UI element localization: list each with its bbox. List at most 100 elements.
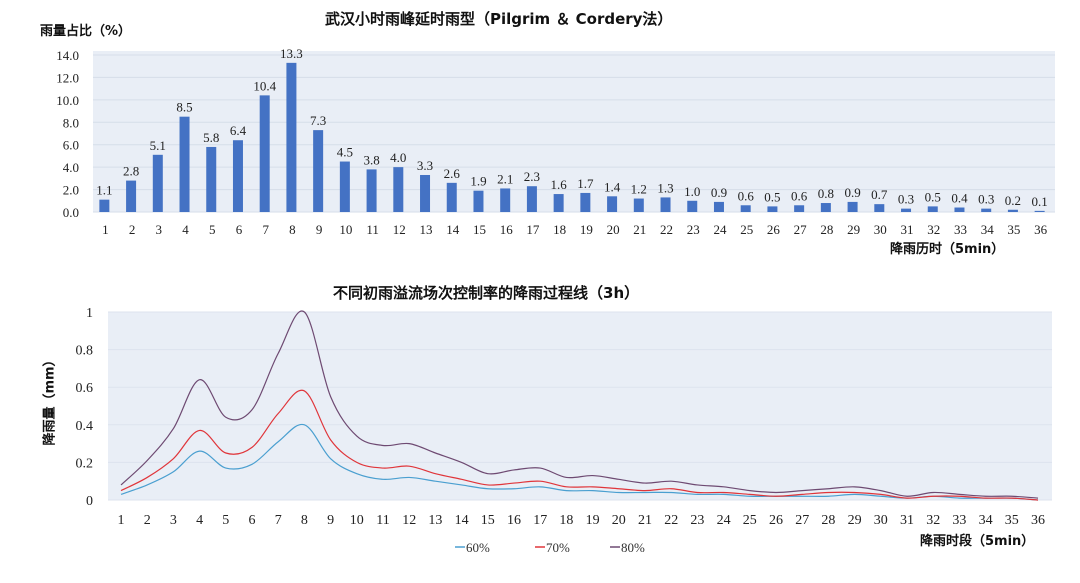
data-label: 10.4	[253, 78, 276, 93]
x-tick-label: 32	[926, 513, 940, 528]
data-label: 0.7	[871, 187, 888, 202]
data-label: 7.3	[310, 113, 326, 128]
x-tick-label: 17	[526, 222, 540, 237]
x-tick-label: 27	[795, 513, 809, 528]
x-tick-label: 15	[481, 513, 495, 528]
legend-label: 60%	[466, 540, 490, 555]
y-tick-label: 6.0	[63, 138, 79, 153]
x-tick-label: 20	[607, 222, 620, 237]
bar	[313, 130, 324, 212]
y-tick-label: 4.0	[63, 160, 79, 175]
y-tick-label: 10.0	[56, 93, 79, 108]
data-label: 0.9	[711, 185, 727, 200]
bar	[526, 186, 537, 212]
x-tick-label: 33	[954, 222, 967, 237]
x-tick-label: 29	[848, 513, 862, 528]
x-tick-label: 21	[638, 513, 652, 528]
x-tick-label: 12	[402, 513, 416, 528]
y-tick-label: 0.0	[63, 205, 79, 220]
x-tick-label: 30	[874, 222, 887, 237]
x-tick-label: 13	[428, 513, 442, 528]
bar	[847, 201, 858, 212]
bottom-chart-xlabel: 降雨时段（5min）	[920, 534, 1035, 549]
x-tick-label: 2	[129, 222, 136, 237]
data-label: 1.2	[631, 182, 647, 197]
legend-label: 80%	[621, 540, 645, 555]
x-tick-label: 26	[769, 513, 783, 528]
bar	[580, 192, 591, 212]
x-tick-label: 3	[156, 222, 163, 237]
data-label: 0.8	[818, 186, 834, 201]
data-label: 4.5	[337, 145, 353, 160]
data-label: 0.1	[1032, 194, 1048, 209]
x-tick-label: 9	[316, 222, 323, 237]
bar	[553, 194, 564, 212]
top-chart-ylabel: 雨量占比（%）	[40, 24, 132, 39]
series-line-60pct	[120, 423, 1039, 501]
bar	[713, 201, 724, 212]
x-tick-label: 35	[1007, 222, 1020, 237]
data-label: 13.3	[280, 46, 303, 61]
x-tick-label: 31	[900, 513, 914, 528]
x-tick-label: 8	[301, 513, 308, 528]
x-tick-label: 18	[559, 513, 573, 528]
data-label: 1.9	[470, 174, 486, 189]
x-tick-label: 8	[289, 222, 296, 237]
bar	[794, 205, 805, 212]
x-tick-label: 27	[794, 222, 808, 237]
x-tick-label: 29	[847, 222, 860, 237]
data-label: 0.5	[925, 189, 941, 204]
bar	[393, 167, 404, 212]
y-tick-label: 1	[86, 306, 93, 321]
x-tick-label: 36	[1031, 513, 1045, 528]
bar	[206, 146, 217, 212]
x-tick-label: 11	[366, 222, 379, 237]
data-label: 0.9	[844, 185, 860, 200]
y-tick-label: 12.0	[56, 70, 79, 85]
bar	[259, 95, 270, 212]
bar	[660, 197, 671, 212]
data-label: 1.1	[96, 183, 112, 198]
y-tick-label: 0	[86, 494, 93, 509]
x-tick-label: 3	[170, 513, 177, 528]
x-tick-label: 34	[981, 222, 995, 237]
bar	[126, 180, 137, 212]
data-label: 0.6	[791, 188, 808, 203]
x-tick-label: 9	[327, 513, 334, 528]
x-tick-label: 10	[350, 513, 364, 528]
bar	[687, 200, 698, 212]
bar	[1034, 210, 1045, 212]
x-tick-label: 22	[664, 513, 678, 528]
x-tick-label: 28	[821, 513, 835, 528]
bar	[607, 196, 618, 212]
bar	[633, 198, 644, 212]
x-tick-label: 11	[376, 513, 389, 528]
series-line-80pct	[120, 310, 1039, 499]
series-line-70pct	[120, 389, 1039, 501]
x-tick-label: 1	[102, 222, 109, 237]
x-tick-label: 24	[717, 513, 731, 528]
legend-label: 70%	[546, 540, 570, 555]
x-tick-label: 5	[209, 222, 216, 237]
y-tick-label: 14.0	[56, 48, 79, 63]
bar	[954, 207, 965, 212]
bar	[1007, 209, 1018, 212]
x-tick-label: 19	[586, 513, 600, 528]
bar	[286, 62, 297, 212]
bar	[874, 204, 885, 212]
x-tick-label: 16	[507, 513, 521, 528]
data-label: 6.4	[230, 123, 247, 138]
bottom-chart-title: 不同初雨溢流场次控制率的降雨过程线（3h）	[333, 284, 640, 302]
data-label: 3.3	[417, 158, 433, 173]
x-tick-label: 2	[144, 513, 151, 528]
y-tick-label: 0.8	[76, 344, 94, 359]
x-tick-label: 20	[612, 513, 626, 528]
x-tick-label: 23	[690, 513, 704, 528]
x-tick-label: 34	[979, 513, 993, 528]
bar	[473, 190, 484, 212]
data-label: 1.7	[577, 176, 594, 191]
data-label: 5.8	[203, 130, 219, 145]
x-tick-label: 14	[446, 222, 460, 237]
x-tick-label: 32	[927, 222, 940, 237]
